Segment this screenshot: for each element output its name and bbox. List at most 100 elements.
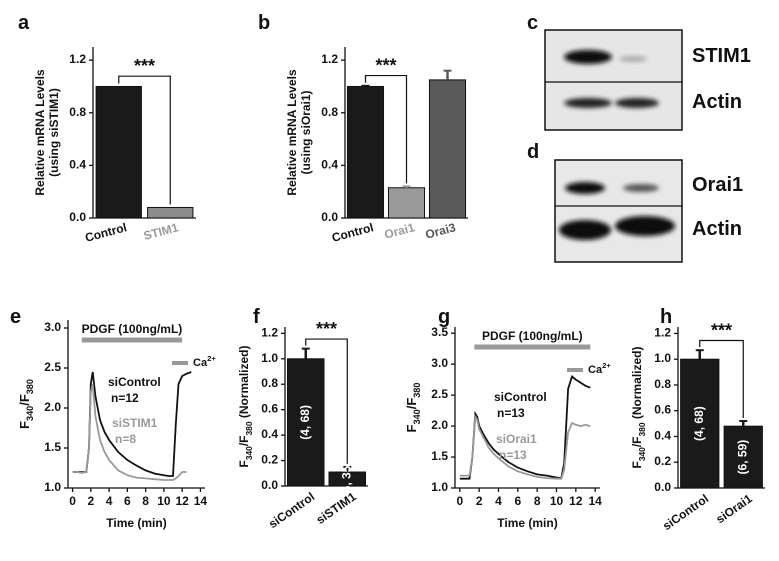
bar: [286, 358, 325, 487]
x-axis-label: Time (min): [497, 516, 557, 530]
blot-d: d Orai1 Actin: [527, 141, 743, 263]
y-tick-label: 1.0: [44, 480, 61, 494]
x-tick-label: Control: [84, 220, 129, 245]
x-tick-label: siOrai1: [713, 491, 755, 526]
bar-label: (4, 68): [298, 405, 312, 440]
y-tick-label: 2.5: [431, 387, 448, 401]
x-tick-label: 10: [550, 494, 564, 508]
y-tick-label: 2.5: [44, 360, 61, 374]
blot-frame: [544, 29, 683, 131]
y-tick-label: 1.2: [69, 52, 86, 66]
band: [564, 50, 612, 64]
error-bar: [343, 465, 352, 473]
x-tick-label: 8: [142, 494, 149, 508]
y-tick-label: 0.4: [321, 158, 338, 172]
y-axis-label: F340/F380: [17, 379, 35, 429]
x-tick-label: 12: [175, 494, 189, 508]
significance-label: ***: [134, 56, 155, 76]
series-line: [72, 383, 187, 481]
bar-label: (6, 59): [735, 440, 749, 475]
y-tick-label: 0.4: [261, 427, 278, 441]
y-tick-label: 0.0: [654, 480, 671, 494]
significance-label: ***: [375, 55, 396, 75]
blot-label: Actin: [692, 218, 742, 240]
x-tick-label: 14: [194, 494, 208, 508]
band: [619, 56, 647, 62]
error-bar: [739, 420, 748, 427]
y-axis-label: (using siSTIM1): [47, 88, 61, 177]
x-tick-label: 2: [476, 494, 483, 508]
panel-label: d: [527, 141, 539, 163]
y-tick-label: 0.6: [654, 403, 671, 417]
y-tick-label: 2.0: [44, 400, 61, 414]
significance-label: ***: [711, 320, 732, 340]
series-n-label: n=8: [115, 432, 136, 446]
y-tick-label: 1.2: [654, 326, 671, 340]
x-tick-label: 8: [534, 494, 541, 508]
series-n-label: n=12: [111, 391, 139, 405]
panel-label: f: [253, 306, 260, 328]
x-tick-label: Orai3: [424, 220, 458, 242]
y-tick-label: 2.0: [431, 418, 448, 432]
significance-bracket: [305, 338, 348, 464]
band: [615, 98, 659, 108]
series-line: [459, 374, 591, 480]
x-tick-label: Orai1: [383, 220, 417, 242]
x-tick-label: siSTIM1: [314, 489, 359, 527]
x-tick-label: 6: [124, 494, 131, 508]
y-axis-label: F340/F380: [404, 383, 422, 433]
series-label: siOrai1: [496, 432, 537, 446]
y-tick-label: 0.0: [69, 210, 86, 224]
series-label: siControl: [494, 390, 547, 404]
error-bar: [695, 349, 704, 360]
band: [564, 98, 612, 108]
y-axis-label: F340/F380 (Normalized): [630, 347, 647, 469]
y-tick-label: 0.6: [261, 402, 278, 416]
x-tick-label: 14: [588, 494, 602, 508]
bar: [346, 85, 385, 219]
panel-label: h: [660, 306, 672, 328]
y-tick-label: 0.8: [654, 377, 671, 391]
x-tick-label: 10: [157, 494, 171, 508]
y-tick-label: 3.0: [431, 356, 448, 370]
y-axis-label: Relative mRNA Levels: [33, 69, 47, 196]
y-tick-label: 1.2: [321, 52, 338, 66]
y-axis-label: Relative mRNA Levels: [285, 69, 299, 196]
panel-label: a: [18, 12, 30, 34]
band: [615, 216, 675, 236]
y-tick-label: 1.2: [261, 326, 278, 340]
y-tick-label: 3.0: [44, 320, 61, 334]
band: [623, 184, 659, 192]
y-tick-label: 0.2: [654, 454, 671, 468]
x-tick-label: 0: [456, 494, 463, 508]
x-tick-label: 4: [106, 494, 113, 508]
blot-c: c STIM1 Actin: [527, 12, 751, 131]
panel-label: g: [438, 306, 450, 328]
y-tick-label: 1.5: [44, 440, 61, 454]
y-tick-label: 1.0: [654, 351, 671, 365]
panel-label: c: [527, 12, 538, 34]
bar: [147, 206, 194, 219]
blot-label: Actin: [692, 91, 742, 113]
ion-label: Ca2+: [193, 354, 216, 369]
y-tick-label: 0.2: [261, 453, 278, 467]
x-tick-label: 6: [514, 494, 521, 508]
y-tick-label: 0.8: [261, 376, 278, 390]
x-tick-label: siControl: [266, 490, 317, 532]
ion-label: Ca2+: [588, 361, 611, 376]
y-tick-label: 1.0: [261, 351, 278, 365]
panel-label: b: [258, 12, 270, 34]
bar: [387, 187, 426, 219]
stimulus-label: PDGF (100ng/mL): [482, 329, 583, 343]
series-line: [459, 413, 591, 480]
series-label: siControl: [108, 375, 161, 389]
x-tick-label: 12: [569, 494, 583, 508]
error-bar: [361, 84, 370, 87]
y-tick-label: 0.4: [69, 158, 86, 172]
blot-label: STIM1: [692, 45, 751, 67]
y-tick-label: 0.0: [261, 478, 278, 492]
band: [565, 182, 605, 194]
y-tick-label: 0.8: [321, 105, 338, 119]
x-tick-label: 0: [69, 494, 76, 508]
